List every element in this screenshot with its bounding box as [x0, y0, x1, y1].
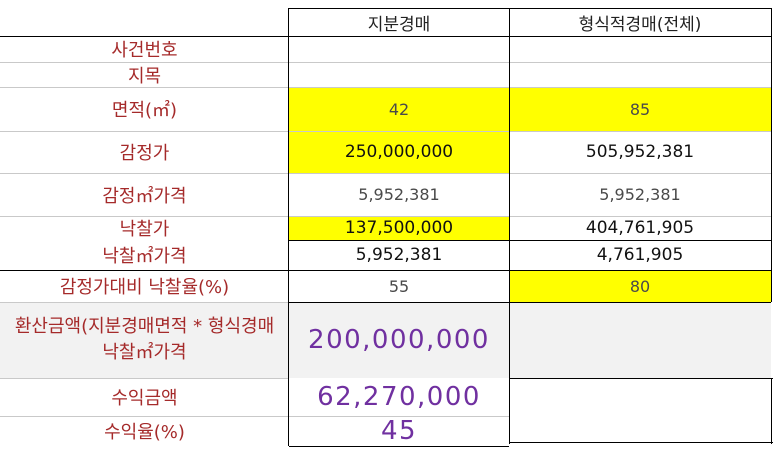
grid-line — [0, 302, 289, 303]
converted-jibun-cell-bg — [289, 302, 509, 378]
converted-label-cell-bg — [0, 302, 289, 378]
case-number-jibun-cell[interactable] — [289, 36, 509, 62]
header-col-jibun[interactable]: 지분경매 — [367, 14, 431, 35]
winning-per-m2-hyeongsik-cell[interactable]: 4,761,905 — [596, 245, 684, 265]
appraisal-per-m2-jibun-cell[interactable]: 5,952,381 — [358, 185, 440, 204]
converted-amount-value[interactable]: 200,000,000 — [308, 325, 490, 355]
case-number-hyeongsik-cell[interactable] — [509, 36, 771, 62]
land-category-hyeongsik-cell[interactable] — [509, 62, 771, 87]
grid-line — [0, 378, 289, 379]
bid-rate-hyeongsik-cell[interactable]: 80 — [509, 270, 771, 302]
label-winning-per-m2: 낙찰㎡가격 — [102, 246, 187, 267]
border-line — [0, 36, 771, 37]
grid-line — [289, 416, 509, 417]
border-line — [771, 8, 772, 302]
border-line — [509, 442, 773, 443]
appraisal-jibun-cell[interactable]: 250,000,000 — [289, 131, 509, 173]
winning-bid-hyeongsik-cell[interactable]: 404,761,905 — [585, 218, 695, 238]
border-line — [771, 378, 772, 444]
label-bid-rate: 감정가대비 낙찰율(%) — [59, 277, 230, 298]
border-line — [289, 8, 771, 9]
winning-bid-jibun-cell[interactable]: 137,500,000 — [289, 216, 509, 240]
border-line — [288, 8, 289, 446]
grid-line — [0, 416, 289, 417]
area-jibun-cell[interactable]: 42 — [289, 87, 509, 131]
label-case-number: 사건번호 — [111, 40, 178, 61]
grid-line — [0, 62, 771, 63]
grid-line — [0, 173, 771, 174]
area-hyeongsik-cell[interactable]: 85 — [509, 87, 771, 131]
header-col-hyeongsik[interactable]: 형식적경매(전체) — [578, 14, 702, 35]
appraisal-per-m2-hyeongsik-cell[interactable]: 5,952,381 — [599, 185, 681, 204]
label-profit: 수익금액 — [111, 388, 178, 409]
border-line — [289, 302, 771, 303]
border-line — [509, 8, 510, 444]
winning-per-m2-jibun-cell[interactable]: 5,952,381 — [355, 245, 443, 265]
border-line — [0, 270, 771, 271]
profit-rate-value[interactable]: 45 — [380, 416, 418, 446]
grid-line — [0, 216, 771, 217]
grid-line — [0, 87, 771, 88]
border-line — [509, 378, 773, 379]
grid-line — [0, 131, 771, 132]
land-category-jibun-cell[interactable] — [289, 62, 509, 87]
appraisal-hyeongsik-cell[interactable]: 505,952,381 — [585, 142, 695, 162]
label-profit-rate: 수익율(%) — [104, 422, 185, 443]
profit-value[interactable]: 62,270,000 — [317, 382, 481, 412]
label-appraisal: 감정가 — [119, 143, 170, 164]
border-line — [289, 446, 509, 447]
label-land-category: 지목 — [127, 65, 162, 87]
border-line — [289, 240, 771, 241]
label-appraisal-per-m2: 감정㎡가격 — [102, 185, 187, 207]
converted-hyeongsik-cell-bg — [509, 302, 771, 378]
bid-rate-jibun-cell[interactable]: 55 — [388, 276, 410, 296]
label-winning-bid: 낙찰가 — [119, 219, 170, 240]
label-area: 면적(㎡) — [111, 100, 178, 121]
label-converted-amount: 환산금액(지분경매면적 * 형식경매 낙찰㎡가격 — [14, 316, 275, 363]
